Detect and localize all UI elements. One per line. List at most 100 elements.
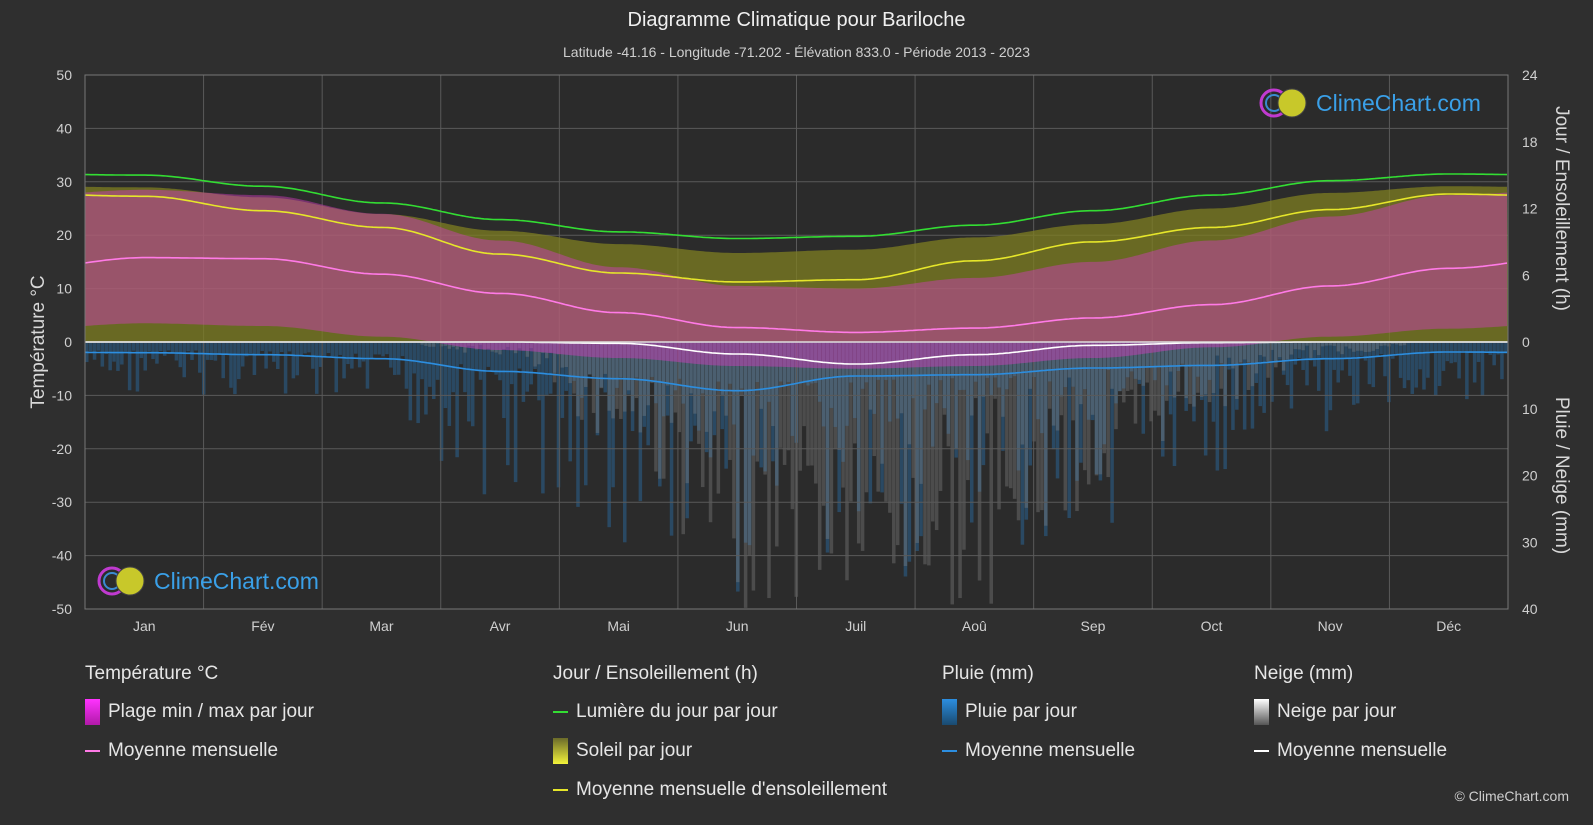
rain-bar [190,342,194,360]
rain-bar [279,342,284,353]
snow-bar [966,342,970,481]
rain-bar [615,342,619,388]
legend-rain: Pluie (mm) Pluie par jour Moyenne mensue… [942,663,1135,777]
y-right-top-tick-label: 12 [1522,201,1538,217]
rain-bar [946,342,951,434]
rain-bar [662,342,666,417]
rain-bar [650,342,654,377]
snow-bar [1071,342,1075,421]
rain-bar [810,342,814,384]
snow-bar [1227,342,1231,358]
snow-bar [490,342,494,352]
rain-bar [755,342,760,382]
rain-bar [720,342,724,430]
rain-bar [1359,342,1364,356]
rain-bar [1129,342,1134,372]
legend-label: Lumière du jour par jour [576,701,778,722]
snow-bar [969,342,974,416]
legend-title-rain: Pluie (mm) [942,663,1034,684]
rain-bar [966,342,970,461]
snow-bar [1289,342,1294,355]
rain-bar [1125,342,1130,378]
snow-bar [923,342,927,565]
snow-bar [973,342,978,399]
rain-bar [915,342,919,552]
rain-bar [1168,342,1173,415]
rain-bar [1110,342,1114,523]
rain-bar [759,342,763,468]
rain-bar [584,342,588,486]
snow-bar [888,342,892,513]
snow-bar [556,342,561,355]
snow-bar [1012,342,1017,499]
x-tick-label: Juil [845,618,866,634]
snow-bar [1059,342,1064,416]
snow-bar [533,342,537,367]
climechart-logo-icon [97,566,145,596]
rain-bar [1172,342,1177,467]
legend-item-rain-bar: Pluie par jour [942,699,1135,725]
rain-bar [1028,342,1032,466]
y-left-tick-label: 50 [56,67,72,83]
snow-bar [946,342,951,447]
snow-bar [1254,342,1259,374]
rain-bar [1430,342,1434,352]
logo-top[interactable]: ClimeChart.com [1258,86,1481,120]
snow-bar [615,342,619,409]
snow-bar [821,342,826,506]
snow-bar [1301,342,1305,351]
rain-bar [131,342,136,351]
rain-bar [135,342,140,392]
rain-bar [1383,342,1387,377]
rain-bar [806,342,810,386]
snow-bar [1133,342,1138,424]
y-left-tick-label: -10 [52,387,72,403]
snow-bar [478,342,483,345]
rain-bar [361,342,366,362]
rain-bar [856,342,861,512]
snow-bar [720,342,724,395]
snow-bar [1020,342,1025,445]
x-tick-label: Sep [1080,618,1105,634]
snow-bar [1262,342,1266,357]
snow-bar [1324,342,1329,346]
snow-bar [1238,342,1243,364]
snow-bar [1118,342,1122,392]
snow-bar [849,342,853,502]
rain-bar [252,342,257,375]
snow-bar [1008,342,1013,489]
rain-bar [1250,342,1255,429]
rain-bar [771,342,775,462]
snow-bar [724,342,728,416]
logo-bottom[interactable]: ClimeChart.com [96,564,319,598]
legend-label: Moyenne mensuelle [1277,740,1448,761]
snow-bar [1141,342,1146,386]
rain-bar [568,342,572,462]
rain-bar [1309,342,1313,361]
rain-bar [950,342,955,379]
x-tick-label: Fév [251,618,274,634]
legend-title-temperature: Température °C [85,663,219,684]
snow-bar [420,342,424,345]
rain-bar [1246,342,1251,363]
rain-bar [1375,342,1379,357]
snow-bar [552,342,557,383]
snow-bar [775,342,779,547]
rain-bar [502,342,506,419]
snow-bar [962,342,966,550]
legend-snow: Neige (mm) Neige par jour Moyenne mensue… [1254,663,1447,777]
rain-bar [170,342,175,353]
rain-bar [318,342,323,367]
snow-bar [767,342,771,599]
rain-bar [786,342,791,382]
legend-item-snow-mean: Moyenne mensuelle [1254,738,1447,764]
rain-bar [1352,342,1356,405]
snow-bar [529,342,533,349]
rain-bar [428,342,432,387]
rain-bar [322,342,327,358]
rain-swatch [942,699,957,725]
snow-bar [759,342,763,409]
rain-bar [509,342,514,385]
rain-bar [490,342,494,372]
